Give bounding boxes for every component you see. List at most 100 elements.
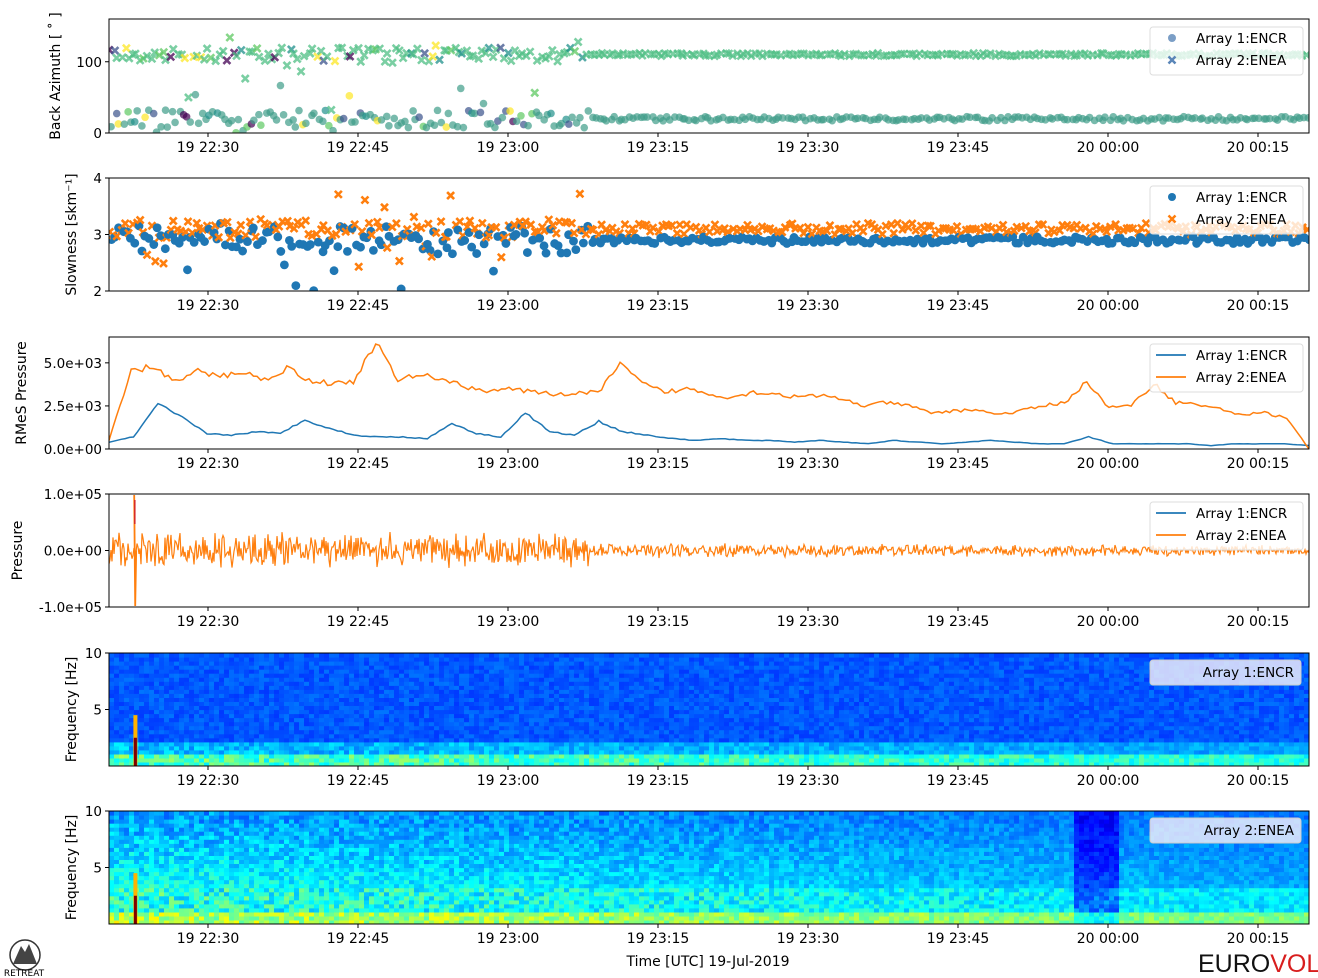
scatter-point-circle (287, 242, 297, 251)
spectrogram-cell (364, 701, 370, 706)
spectrogram-cell (289, 729, 295, 735)
spectrogram-cell (654, 665, 660, 670)
spectrogram-cell (689, 653, 695, 658)
spectrogram-cell (454, 689, 460, 694)
spectrogram-cell (339, 762, 345, 766)
spectrogram-cell (699, 669, 705, 674)
spectrogram-cell (119, 653, 125, 658)
spectrogram-cell (139, 709, 145, 715)
spectrogram-cell (344, 665, 350, 670)
scatter-point-x (380, 202, 389, 212)
spectrogram-cell (429, 697, 435, 702)
spectrogram-cell (549, 709, 555, 715)
spectrogram-cell (464, 661, 470, 666)
spectrogram-cell (349, 737, 355, 743)
spectrogram-cell (444, 749, 450, 755)
spectrogram-cell (324, 749, 330, 755)
spectrogram-cell (359, 657, 365, 662)
spectrogram-cell (584, 713, 590, 719)
spectrogram-cell (349, 745, 355, 751)
spectrogram-cell (169, 669, 175, 674)
scatter-point-circle (198, 109, 207, 118)
spectrogram-cell (254, 685, 260, 690)
spectrogram-cell (329, 721, 335, 727)
spectrogram-cell (649, 717, 655, 723)
spectrogram-cell (229, 741, 235, 747)
spectrogram-cell (264, 737, 270, 743)
spectrogram-cell (189, 701, 195, 706)
spectrogram-cell (329, 717, 335, 723)
spectrogram-cell (729, 689, 735, 694)
spectrogram-cell (664, 697, 670, 702)
scatter-point-circle (415, 113, 423, 121)
spectrogram-cell (469, 729, 475, 735)
spectrogram-cell (129, 697, 135, 702)
spectrogram-cell (739, 685, 745, 690)
spectrogram-cell (619, 753, 625, 759)
spectrogram-cell (354, 713, 360, 719)
scatter-point-x (1038, 220, 1048, 230)
spectrogram-cell (694, 677, 700, 682)
scatter-point-x (517, 49, 527, 58)
spectrogram-cell (424, 762, 430, 766)
legend-marker-x (1167, 55, 1177, 65)
spectrogram-cell (259, 657, 265, 662)
spectrogram-cell (294, 757, 300, 763)
axes-frame (108, 177, 1310, 292)
spectrogram-cell (124, 705, 130, 711)
spectrogram-cell (434, 705, 440, 711)
spectrogram-cell (684, 677, 690, 682)
spectrogram-cell (559, 701, 565, 706)
spectrogram-cell (244, 757, 250, 763)
spectrogram-cell (739, 689, 745, 694)
spectrogram-cell (619, 653, 625, 658)
spectrogram-cell (574, 705, 580, 711)
spectrogram-cell (264, 729, 270, 735)
spectrogram-cell (529, 677, 535, 682)
spectrogram-cell (489, 741, 495, 747)
spectrogram-cell (369, 741, 375, 747)
spectrogram-cell (729, 685, 735, 690)
spectrogram-cell (169, 697, 175, 702)
spectrogram-cell (614, 653, 620, 658)
spectrogram-cell (674, 657, 680, 662)
spectrogram-cell (339, 665, 345, 670)
spectrogram-cell (419, 741, 425, 747)
spectrogram-cell (444, 709, 450, 715)
scatter-point-x (758, 51, 767, 61)
spectrogram-cell (664, 669, 670, 674)
spectrogram-cell (394, 741, 400, 747)
spectrogram-cell (334, 717, 340, 723)
spectrogram-cell (234, 681, 240, 686)
spectrogram-cell (354, 753, 360, 759)
spectrogram-cell (514, 665, 520, 670)
spectrogram-cell (504, 762, 510, 766)
spectrogram-cell (199, 713, 205, 719)
spectrogram-cell (184, 653, 190, 658)
spectrogram-cell (639, 729, 645, 735)
x-tick-label: 20 00:00 (1077, 298, 1140, 314)
spectrogram-cell (229, 733, 235, 739)
spectrogram-cell (704, 721, 710, 727)
spectrogram-cell (634, 685, 640, 690)
spectrogram-cell (599, 693, 605, 698)
spectrogram-cell (379, 725, 385, 731)
spectrogram-cell (649, 681, 655, 686)
spectrogram-cell (434, 681, 440, 686)
spectrogram-cell (579, 689, 585, 694)
spectrogram-cell (424, 705, 430, 711)
axes-frame (108, 18, 1310, 134)
spectrogram-cell (669, 713, 675, 719)
spectrogram-cell (444, 689, 450, 694)
spectrogram-cell (554, 745, 560, 751)
spectrogram-cell (199, 673, 205, 678)
spectrogram-cell (259, 737, 265, 743)
spectrogram-cell (294, 697, 300, 702)
spectrogram-cell (324, 693, 330, 698)
spectrogram-cell (684, 689, 690, 694)
spectrogram-cell (159, 705, 165, 711)
scatter-point-x (470, 223, 480, 233)
spectrogram-cell (484, 661, 490, 666)
spectrogram-cell (164, 669, 170, 674)
spectrogram-cell (624, 737, 630, 743)
